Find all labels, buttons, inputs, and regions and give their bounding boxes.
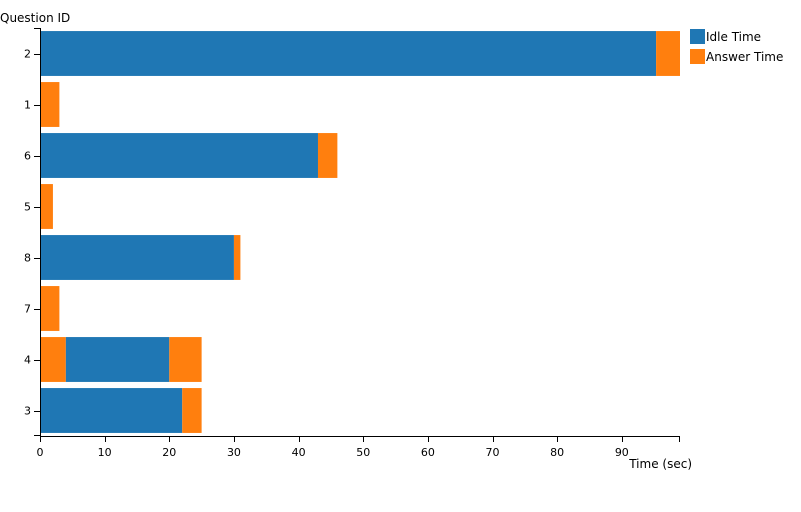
x-axis-title: Time (sec) [628,457,692,471]
x-axis: 0 10 20 30 40 50 60 70 80 90 Time (sec) [37,436,692,471]
y-tick-label-3: 3 [24,405,31,418]
x-ticks: 0 10 20 30 40 50 60 70 80 90 [37,436,680,459]
legend-label-answer-time: Answer Time [706,50,783,64]
x-tick-label-0: 0 [37,446,44,459]
y-axis-title: Question ID [0,11,70,25]
x-tick-label-40: 40 [292,446,306,459]
bar-segment-q8-idle-time [40,235,234,280]
y-tick-label-5: 5 [24,201,31,214]
x-tick-label-80: 80 [550,446,564,459]
bar-segment-q4-idle-time [65,337,170,382]
x-tick-label-50: 50 [356,446,370,459]
y-tick-label-1: 1 [24,99,31,112]
legend-swatch-answer-time [690,49,705,64]
bar-segment-q6-answer-time [317,133,338,178]
bar-segment-q2-idle-time [40,31,657,76]
x-tick-label-20: 20 [162,446,176,459]
bar-segment-q4-answer-time [169,337,202,382]
bar-segment-q7-answer-time [40,286,60,331]
x-tick-label-70: 70 [486,446,500,459]
legend-label-idle-time: Idle Time [706,30,761,44]
bar-segment-q6-idle-time [40,133,318,178]
bar-segment-q3-answer-time [182,388,202,433]
legend-swatch-idle-time [690,29,705,44]
x-tick-label-10: 10 [98,446,112,459]
y-tick-label-8: 8 [24,252,31,265]
x-tick-label-90: 90 [615,446,629,459]
bars-layer [40,31,680,433]
y-tick-label-2: 2 [24,48,31,61]
y-ticks: 2 1 6 5 8 7 4 3 [24,48,41,418]
bar-segment-q3-idle-time [40,388,183,433]
x-tick-label-30: 30 [227,446,241,459]
y-tick-label-4: 4 [24,354,31,367]
y-tick-label-7: 7 [24,303,31,316]
bar-segment-q5-answer-time [40,184,53,229]
y-axis: 2 1 6 5 8 7 4 3 Question ID [0,11,70,436]
y-tick-label-6: 6 [24,150,31,163]
bar-segment-q1-answer-time [40,82,60,127]
bar-segment-q4-answer-time [40,337,66,382]
bar-segment-q8-answer-time [233,235,241,280]
legend: Idle Time Answer Time [690,29,783,64]
x-tick-label-60: 60 [421,446,435,459]
bar-segment-q2-answer-time [656,31,680,76]
